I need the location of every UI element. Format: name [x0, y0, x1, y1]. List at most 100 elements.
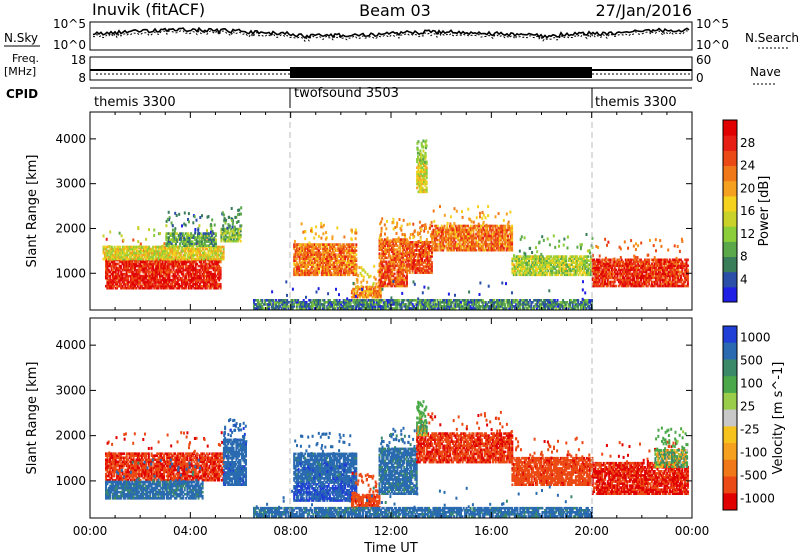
data-cell — [406, 238, 408, 241]
data-cell — [193, 274, 196, 278]
data-cell — [404, 260, 407, 264]
data-cell — [165, 244, 168, 247]
data-cell — [173, 234, 176, 237]
data-speckle — [576, 245, 579, 249]
data-cell — [378, 287, 381, 291]
data-cell — [131, 247, 134, 251]
data-cell — [123, 266, 125, 270]
data-cell — [105, 268, 107, 272]
data-cell — [135, 272, 138, 276]
data-cell — [168, 240, 170, 243]
data-cell — [366, 285, 368, 289]
data-cell — [384, 238, 386, 241]
data-cell — [150, 280, 153, 284]
data-cell — [106, 266, 109, 270]
data-cell — [145, 268, 148, 272]
data-cell — [131, 260, 134, 264]
data-cell — [224, 231, 227, 235]
data-cell — [159, 247, 162, 251]
data-cell — [307, 269, 309, 273]
data-cell — [150, 286, 153, 290]
data-cell — [393, 258, 396, 262]
data-cell — [109, 284, 112, 288]
data-cell — [145, 282, 148, 286]
data-cell — [172, 264, 175, 268]
data-cell — [347, 261, 349, 264]
data-cell — [228, 237, 231, 241]
data-cell — [211, 266, 214, 270]
data-cell — [206, 234, 209, 237]
data-cell — [164, 280, 167, 284]
data-speckle — [427, 240, 430, 244]
data-cell — [201, 266, 204, 270]
data-speckle — [179, 232, 182, 236]
data-cell — [127, 268, 130, 272]
data-cell — [152, 257, 155, 261]
data-speckle — [404, 235, 407, 238]
data-cell — [318, 257, 320, 260]
data-speckle — [358, 266, 361, 270]
data-cell — [198, 272, 201, 276]
data-cell — [185, 247, 188, 251]
data-cell — [183, 278, 186, 282]
data-speckle — [369, 274, 372, 278]
data-cell — [105, 258, 107, 262]
data-cell — [161, 278, 164, 282]
data-cell — [150, 278, 153, 282]
nave-right-tick-bottom: 0 — [696, 71, 704, 85]
data-cell — [318, 255, 320, 258]
data-speckle — [524, 252, 527, 256]
data-cell — [386, 266, 389, 270]
data-cell — [154, 274, 157, 278]
data-cell — [189, 249, 192, 253]
data-cell — [230, 239, 233, 243]
data-speckle — [477, 222, 480, 226]
data-cell — [182, 266, 185, 270]
data-cell — [309, 245, 312, 248]
data-cell — [187, 240, 190, 243]
data-speckle — [502, 219, 505, 222]
data-cell — [316, 253, 319, 256]
data-cell — [352, 271, 355, 275]
data-cell — [212, 244, 215, 247]
data-cell — [183, 282, 186, 286]
data-speckle — [310, 227, 313, 230]
data-cell — [109, 278, 112, 282]
data-cell — [195, 251, 197, 255]
data-cell — [384, 250, 386, 253]
data-cell — [166, 244, 169, 247]
data-cell — [123, 282, 125, 286]
data-cell — [161, 262, 164, 266]
data-cell — [149, 264, 152, 268]
data-cell — [368, 285, 371, 289]
data-cell — [294, 257, 297, 260]
data-cell — [197, 274, 200, 278]
data-cell — [179, 257, 182, 261]
data-cell — [204, 255, 207, 259]
data-cell — [137, 255, 139, 259]
data-cell — [324, 247, 327, 250]
data-cell — [185, 282, 188, 286]
data-cell — [382, 246, 385, 249]
data-cell — [174, 270, 176, 274]
data-cell — [344, 271, 347, 275]
data-cell — [189, 274, 192, 278]
data-cell — [367, 293, 370, 297]
data-cell — [297, 249, 300, 252]
data-speckle — [189, 255, 192, 259]
data-cell — [209, 264, 212, 268]
data-speckle — [362, 275, 365, 279]
data-cell — [177, 236, 180, 239]
data-cell — [393, 254, 396, 258]
data-cell — [172, 247, 175, 251]
data-cell — [511, 224, 514, 228]
data-cell — [238, 231, 241, 235]
data-cell — [157, 262, 160, 266]
data-cell — [344, 265, 347, 268]
data-cell — [177, 234, 180, 237]
data-cell — [371, 291, 374, 295]
data-cell — [329, 247, 331, 250]
data-cell — [161, 257, 164, 261]
data-cell — [138, 249, 141, 253]
data-cell — [118, 264, 121, 268]
